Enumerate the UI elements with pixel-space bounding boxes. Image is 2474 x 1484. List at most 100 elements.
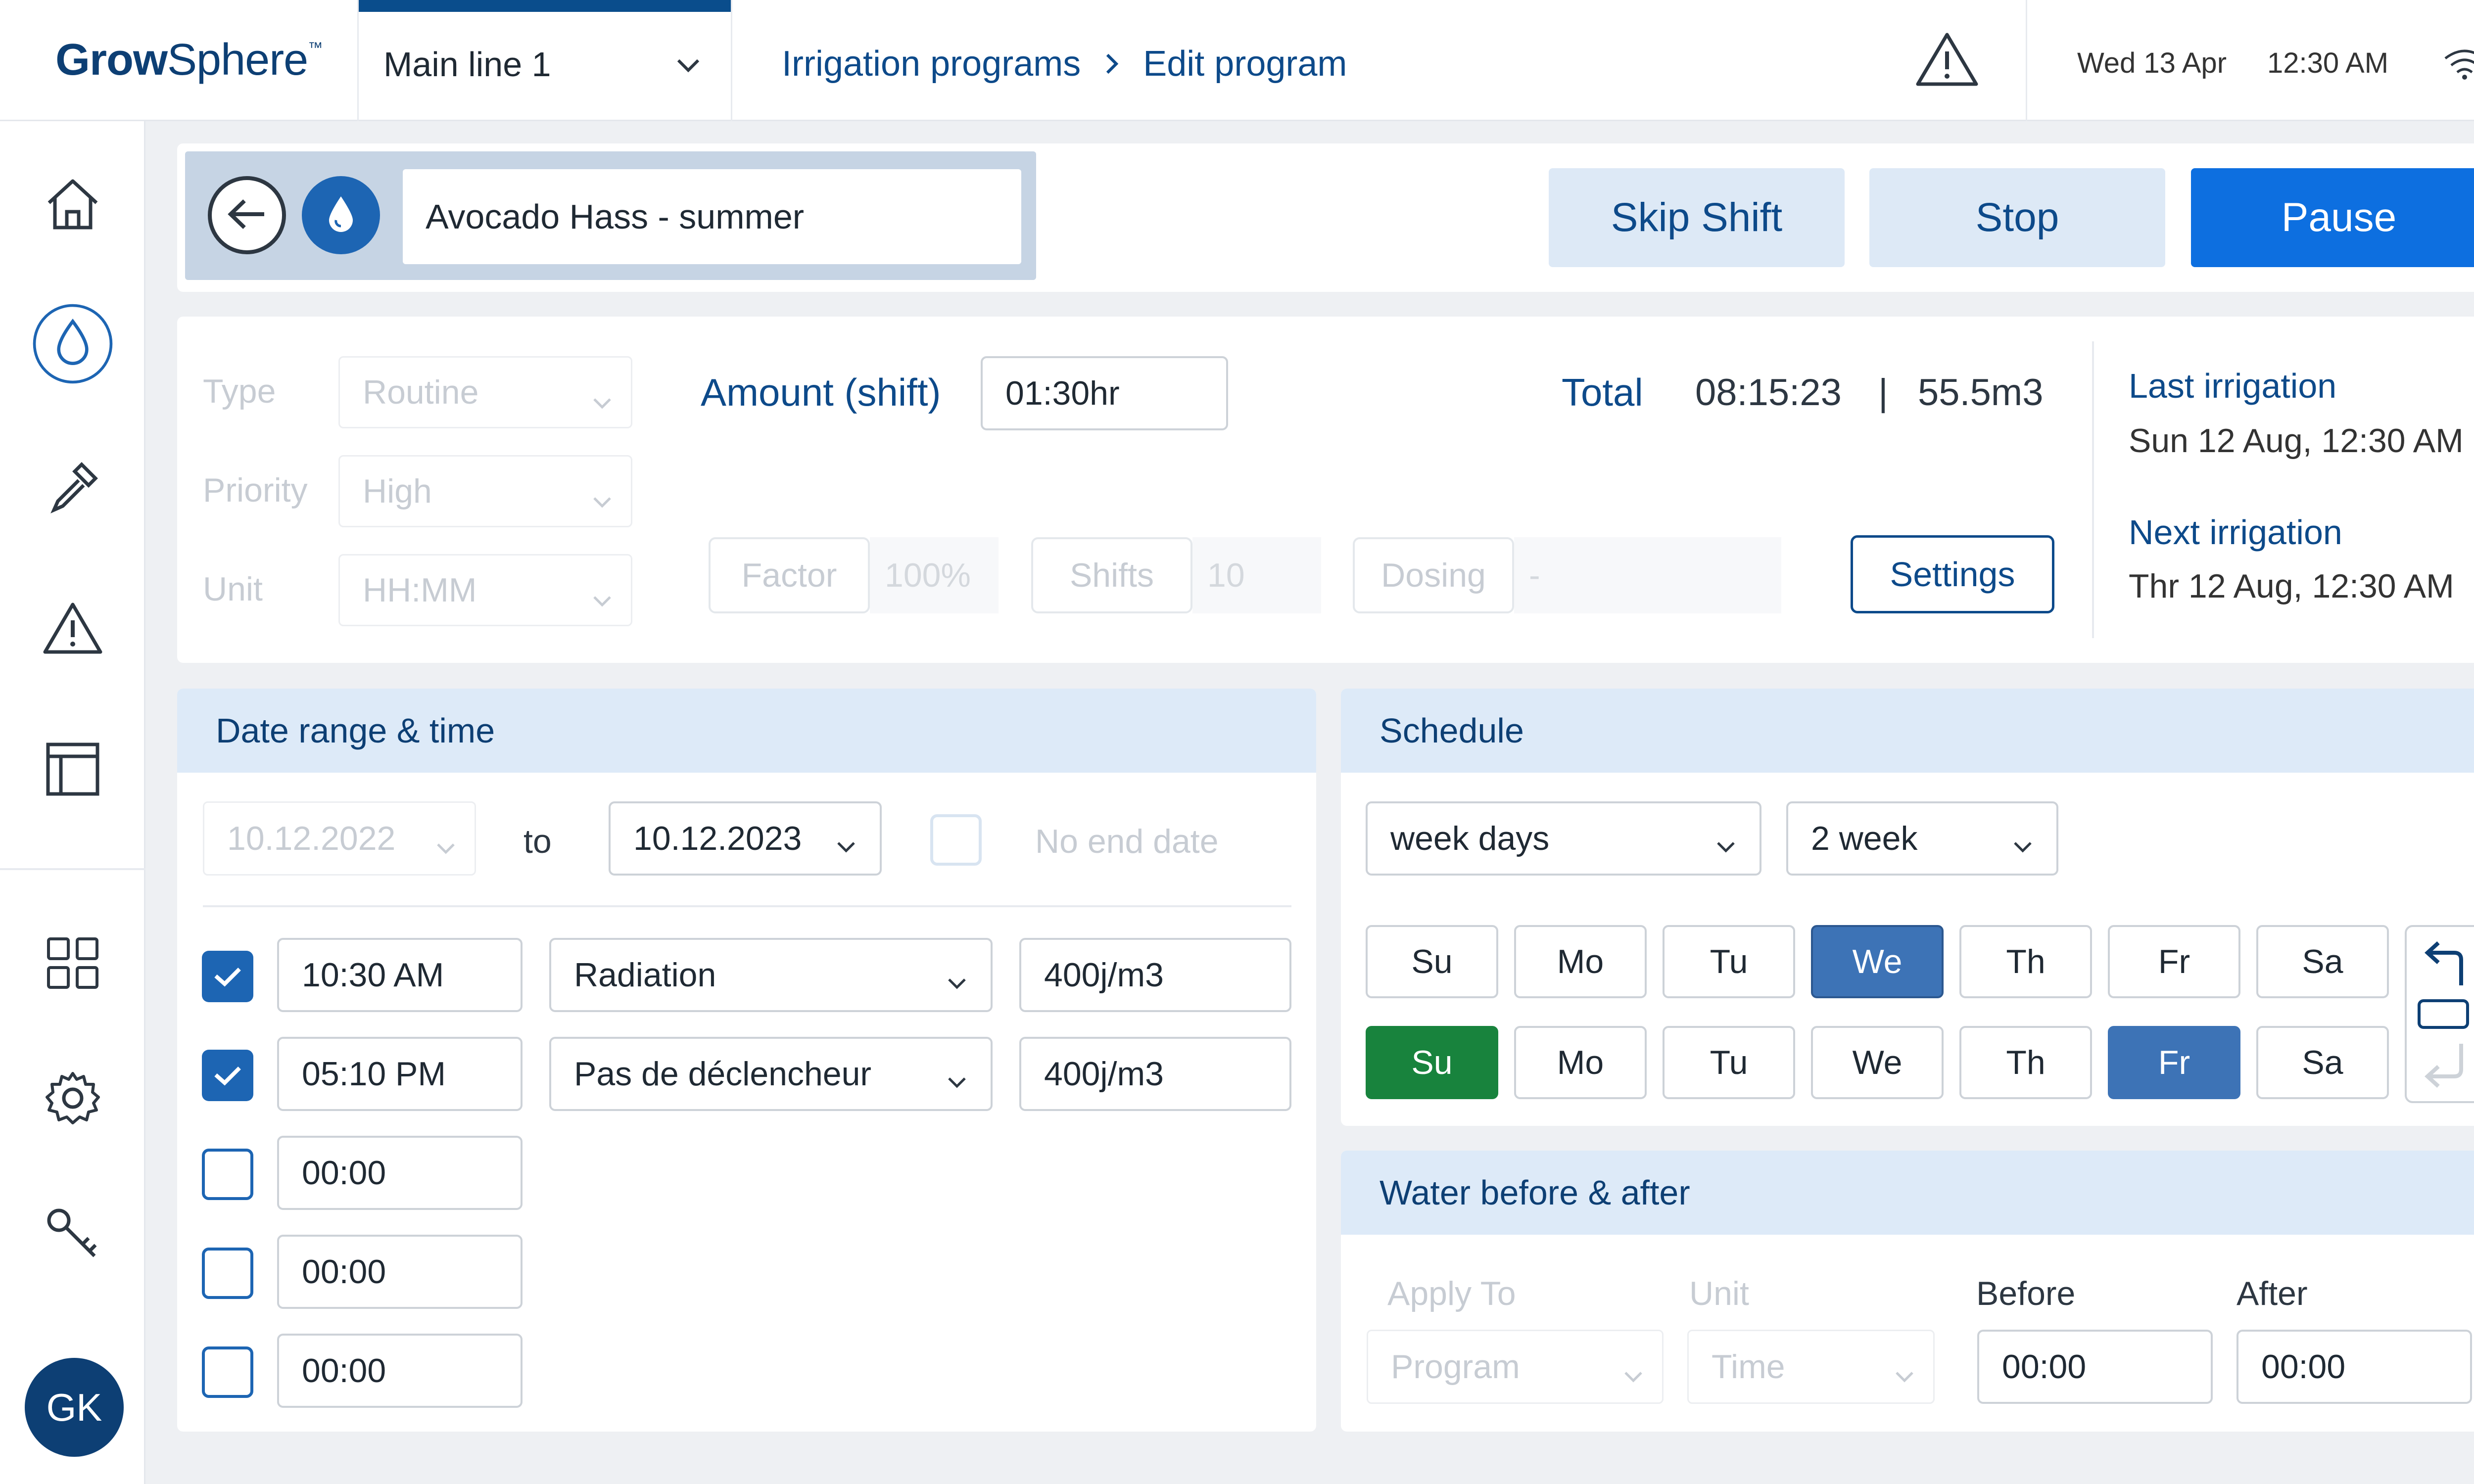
water-drop-icon — [326, 194, 356, 236]
week-separator-icon — [2418, 999, 2469, 1029]
week2-day-fr[interactable]: Fr — [2108, 1026, 2240, 1099]
time-row-4-checkbox[interactable] — [202, 1248, 253, 1299]
key-icon[interactable] — [31, 1192, 115, 1276]
chevron-down-icon — [2012, 826, 2034, 865]
trigger-value: Pas de déclencheur — [574, 1055, 872, 1093]
week1-day-tu[interactable]: Tu — [1663, 925, 1795, 998]
week1-day-su[interactable]: Su — [1366, 925, 1498, 998]
factor-button: Factor — [709, 537, 870, 613]
before-label: Before — [1976, 1275, 2076, 1312]
divider — [2092, 341, 2094, 638]
settings-gear-icon[interactable] — [31, 1056, 115, 1140]
week2-day-su[interactable]: Su — [1366, 1026, 1498, 1099]
week2-day-mo[interactable]: Mo — [1514, 1026, 1647, 1099]
turn-down-arrow-icon[interactable] — [2417, 1041, 2471, 1093]
settings-button[interactable]: Settings — [1851, 535, 2054, 613]
stop-button[interactable]: Stop — [1869, 168, 2165, 267]
week1-day-we[interactable]: We — [1811, 925, 1944, 998]
time-row-1-value-input[interactable]: 400j/m3 — [1019, 938, 1291, 1012]
total-time: 08:15:23 — [1695, 371, 1842, 414]
main-line-select[interactable]: Main line 1 — [359, 0, 731, 121]
water-drop-badge — [302, 176, 380, 254]
priority-select: High — [338, 455, 632, 527]
time-row-5-checkbox[interactable] — [202, 1346, 253, 1398]
start-date-select: 10.12.2022 — [203, 801, 476, 876]
time-row-1-input[interactable]: 10:30 AM — [277, 938, 523, 1012]
week1-day-sa[interactable]: Sa — [2256, 925, 2389, 998]
week2-day-tu[interactable]: Tu — [1663, 1026, 1795, 1099]
program-name-box: Avocado Hass - summer — [185, 151, 1036, 280]
unit-select: HH:MM — [338, 554, 632, 626]
wba-unit-value: Time — [1712, 1348, 1785, 1386]
start-date-value: 10.12.2022 — [227, 820, 396, 857]
chevron-down-icon — [1715, 826, 1737, 865]
program-name-input[interactable]: Avocado Hass - summer — [403, 169, 1021, 264]
before-input[interactable]: 00:00 — [1977, 1330, 2213, 1404]
shifts-button: Shifts — [1031, 537, 1192, 613]
home-icon[interactable] — [31, 162, 115, 246]
no-end-date-label: No end date — [1035, 823, 1219, 860]
last-irrigation-value: Sun 12 Aug, 12:30 AM — [2129, 422, 2464, 460]
table-icon[interactable] — [31, 727, 115, 811]
end-date-value: 10.12.2023 — [633, 820, 802, 857]
schedule-mode-select[interactable]: week days — [1366, 801, 1761, 876]
main-line-label: Main line 1 — [383, 45, 551, 84]
app-logo: GrowSphere™ — [55, 35, 323, 85]
no-end-date-checkbox[interactable] — [930, 814, 982, 866]
next-irrigation-value: Thr 12 Aug, 12:30 AM — [2129, 567, 2454, 605]
chevron-down-icon — [591, 580, 613, 619]
week2-day-sa[interactable]: Sa — [2256, 1026, 2389, 1099]
next-irrigation-label: Next irrigation — [2129, 513, 2342, 552]
chevron-down-icon — [1622, 1356, 1644, 1394]
week1-day-fr[interactable]: Fr — [2108, 925, 2240, 998]
type-label: Type — [203, 372, 276, 410]
schedule-mode-value: week days — [1390, 820, 1550, 857]
time-row-3-input[interactable]: 00:00 — [277, 1136, 523, 1210]
week2-day-th[interactable]: Th — [1959, 1026, 2092, 1099]
skip-shift-button[interactable]: Skip Shift — [1549, 168, 1845, 267]
time-row-2-input[interactable]: 05:10 PM — [277, 1037, 523, 1111]
chevron-down-icon — [675, 55, 701, 78]
avatar[interactable]: GK — [25, 1358, 124, 1457]
program-settings: Type Routine Priority High Unit HH:MM Am… — [177, 317, 2474, 663]
time-row-3-checkbox[interactable] — [202, 1149, 253, 1200]
warning-icon[interactable] — [1915, 31, 1979, 91]
time-row-2-trigger-select[interactable]: Pas de déclencheur — [549, 1037, 993, 1111]
chevron-down-icon — [946, 963, 968, 1001]
pause-button[interactable]: Pause — [2191, 168, 2474, 267]
divider — [203, 905, 1291, 907]
check-icon — [214, 968, 241, 987]
apply-to-select: Program — [1367, 1330, 1664, 1404]
chevron-down-icon — [591, 481, 613, 520]
dosing-button: Dosing — [1353, 537, 1514, 613]
apply-to-label: Apply To — [1387, 1275, 1516, 1312]
time-row-2-value-input[interactable]: 400j/m3 — [1019, 1037, 1291, 1111]
unit-label: Unit — [1689, 1275, 1749, 1312]
time-row-4-input[interactable]: 00:00 — [277, 1235, 523, 1309]
time-row-1-checkbox[interactable] — [202, 951, 253, 1002]
schedule-period-select[interactable]: 2 week — [1786, 801, 2058, 876]
back-button[interactable] — [208, 176, 286, 254]
type-select: Routine — [338, 356, 632, 428]
grid-icon[interactable] — [31, 921, 115, 1005]
dropper-icon[interactable] — [31, 445, 115, 529]
amount-input[interactable]: 01:30hr — [981, 356, 1228, 430]
end-date-select[interactable]: 10.12.2023 — [609, 801, 882, 876]
breadcrumb: Irrigation programs Edit program — [782, 44, 1347, 84]
irrigation-drop-icon[interactable] — [31, 302, 115, 386]
date-range-section: Date range & time 10.12.2022 to 10.12.20… — [177, 689, 1316, 1432]
week1-day-mo[interactable]: Mo — [1514, 925, 1647, 998]
time-row-1-trigger-select[interactable]: Radiation — [549, 938, 993, 1012]
time-row-5-input[interactable]: 00:00 — [277, 1334, 523, 1408]
breadcrumb-edit-program: Edit program — [1143, 44, 1347, 84]
time-row-2-checkbox[interactable] — [202, 1050, 253, 1101]
breadcrumb-irrigation-programs[interactable]: Irrigation programs — [782, 44, 1081, 84]
week2-day-we[interactable]: We — [1811, 1026, 1944, 1099]
week1-day-th[interactable]: Th — [1959, 925, 2092, 998]
priority-label: Priority — [203, 471, 308, 509]
turn-up-arrow-icon[interactable] — [2417, 940, 2471, 992]
alert-icon[interactable] — [31, 586, 115, 670]
after-input[interactable]: 00:00 — [2236, 1330, 2472, 1404]
water-before-after-section: Water before & after Apply To Program Un… — [1341, 1151, 2474, 1432]
after-label: After — [2236, 1275, 2308, 1312]
